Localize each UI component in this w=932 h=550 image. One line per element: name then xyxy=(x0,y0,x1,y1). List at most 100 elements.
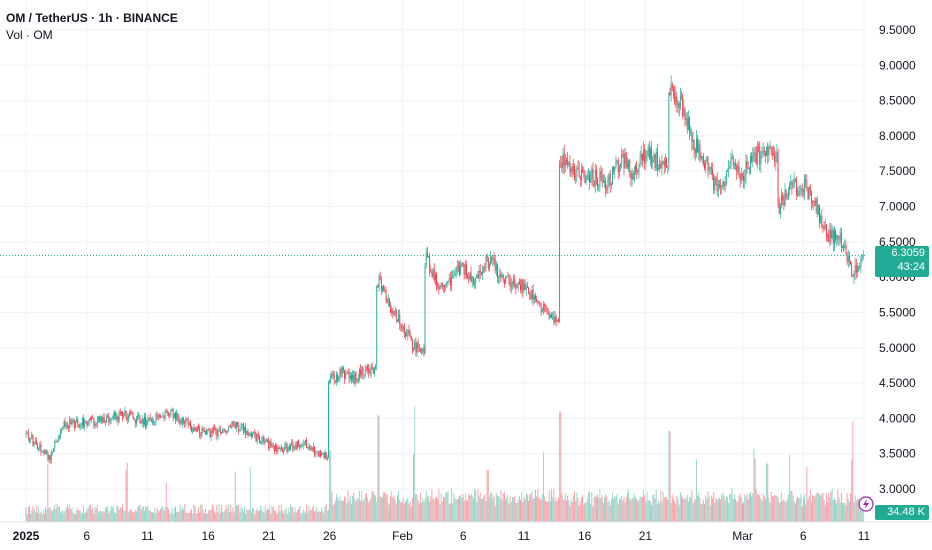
volume-bar xyxy=(739,493,741,522)
volume-bar xyxy=(371,490,373,522)
candle-body xyxy=(767,146,769,156)
volume-bar xyxy=(715,497,717,522)
candle-body xyxy=(284,446,286,451)
candle-body xyxy=(361,366,363,376)
candle-body xyxy=(643,149,644,161)
symbol-title[interactable]: OM / TetherUS · 1h · BINANCE xyxy=(6,11,178,25)
volume-bar xyxy=(708,496,710,522)
volume-bar xyxy=(37,512,38,522)
volume-bar xyxy=(133,512,135,522)
candle-body xyxy=(55,440,57,442)
volume-bar xyxy=(635,496,636,522)
volume-bar xyxy=(794,503,796,522)
volume-bar xyxy=(845,505,847,522)
volume-bar xyxy=(493,495,495,522)
price-axis[interactable]: 3.00003.50004.00004.50005.00005.50006.00… xyxy=(879,23,916,496)
volume-bar xyxy=(306,504,308,522)
chart-legend: OM / TetherUS · 1h · BINANCE Vol · OM xyxy=(6,10,178,44)
candle-body xyxy=(417,342,419,349)
candle-body xyxy=(186,418,188,420)
candle-body xyxy=(239,430,241,431)
volume-bar xyxy=(86,509,88,522)
volume-bar xyxy=(317,511,319,522)
candle-body xyxy=(217,430,219,437)
candle-countdown: 43:24 xyxy=(897,261,925,273)
x-tick-label: 21 xyxy=(639,529,653,543)
volume-bar xyxy=(543,452,544,522)
volume-bar xyxy=(552,497,554,522)
candle-body xyxy=(406,334,408,337)
volume-bar xyxy=(722,492,724,522)
candle-body xyxy=(252,433,253,437)
volume-bar xyxy=(518,495,520,522)
volume-bar xyxy=(305,511,306,522)
volume-bar xyxy=(651,504,653,522)
volume-indicator-label[interactable]: Vol · OM xyxy=(6,28,53,42)
volume-bar xyxy=(852,420,854,522)
candle-body xyxy=(41,451,43,453)
candle-body xyxy=(666,159,667,168)
volume-bar xyxy=(577,498,579,522)
volume-bar xyxy=(661,501,663,522)
volume-bar xyxy=(440,493,442,522)
volume-bar xyxy=(362,501,364,522)
volume-bar xyxy=(652,495,654,522)
volume-bar xyxy=(98,512,99,522)
volume-bar xyxy=(763,495,765,522)
volume-bar xyxy=(554,500,556,522)
candle-body xyxy=(255,434,257,442)
volume-bar xyxy=(207,512,209,522)
volume-bar xyxy=(206,514,207,522)
time-axis[interactable]: 2025 6 11 16 21 26 Feb 6 11 16 21 Mar 6 11 xyxy=(0,521,932,543)
volume-bar xyxy=(535,489,536,522)
volume-bar xyxy=(691,490,693,522)
candle-body xyxy=(716,179,718,192)
volume-bar xyxy=(160,509,161,522)
candle-body xyxy=(668,92,670,168)
candle-body xyxy=(138,415,140,417)
candle-body xyxy=(653,154,655,160)
volume-bar xyxy=(777,497,779,522)
volume-bar xyxy=(145,506,147,522)
lightning-icon[interactable] xyxy=(858,496,874,512)
candle-body xyxy=(825,224,827,237)
candle-body xyxy=(103,417,105,423)
volume-bar xyxy=(784,501,786,522)
volume-bar xyxy=(470,493,472,522)
volume-bar xyxy=(132,512,134,522)
candle-body xyxy=(429,256,431,272)
volume-bar xyxy=(595,497,597,522)
candle-body xyxy=(53,448,55,452)
candle-body xyxy=(683,108,685,116)
volume-bar xyxy=(853,502,855,522)
volume-bar xyxy=(359,490,360,522)
volume-bar xyxy=(514,496,516,522)
volume-bar xyxy=(613,499,615,522)
volume-bar xyxy=(284,509,286,522)
candle-body xyxy=(697,138,699,153)
candle-body xyxy=(505,277,506,285)
candle-body xyxy=(824,224,826,229)
volume-bar xyxy=(689,497,690,522)
volume-bar xyxy=(61,511,63,522)
volume-bar xyxy=(855,500,857,522)
volume-bar xyxy=(288,512,290,522)
candle-body xyxy=(374,368,375,374)
candle-body xyxy=(158,415,160,418)
volume-bar xyxy=(591,492,593,522)
volume-bar xyxy=(91,509,92,522)
candle-body xyxy=(541,310,543,313)
candle-body xyxy=(724,181,726,187)
volume-bar xyxy=(268,509,270,522)
candle-body xyxy=(357,378,359,382)
candle-body xyxy=(687,117,689,130)
candle-body xyxy=(842,246,843,248)
volume-bar xyxy=(829,496,831,522)
volume-bar xyxy=(80,512,82,522)
volume-bar xyxy=(482,498,483,522)
candle-body xyxy=(184,420,186,424)
volume-bar xyxy=(623,496,625,522)
volume-bar xyxy=(837,489,839,522)
volume-bar xyxy=(564,492,566,522)
